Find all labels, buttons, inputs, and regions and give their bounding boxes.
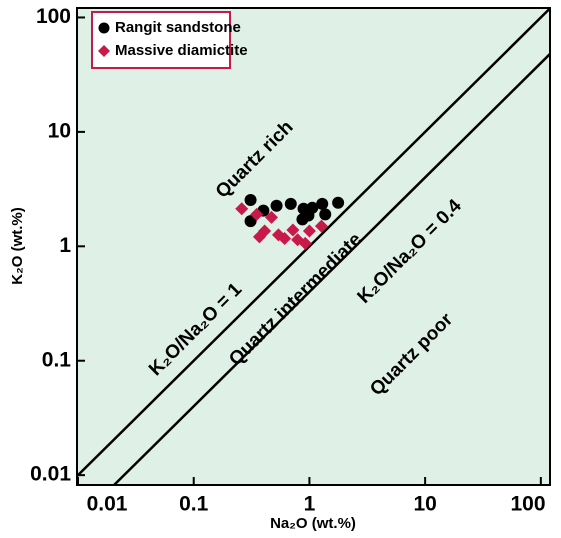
legend-marker (98, 22, 110, 34)
data-point (316, 197, 329, 210)
data-point (270, 199, 283, 212)
legend-label: Rangit sandstone (115, 19, 241, 36)
y-tick-label: 10 (48, 119, 71, 142)
data-point (319, 208, 332, 221)
data-point (284, 197, 297, 210)
x-tick-label: 100 (510, 493, 545, 516)
data-point (244, 215, 257, 228)
x-tick-label: 1 (304, 493, 316, 516)
data-point (314, 219, 328, 233)
y-tick-label: 1 (59, 234, 71, 257)
legend-label: Massive diamictite (115, 42, 248, 59)
x-tick-label: 0.01 (87, 493, 128, 516)
data-point (235, 202, 249, 216)
legend-marker (98, 22, 110, 34)
ratio-line (112, 53, 550, 485)
legend-marker (98, 45, 110, 57)
y-tick-label: 0.1 (42, 348, 72, 371)
data-point (264, 210, 278, 224)
data-point (332, 196, 345, 209)
data-point (252, 230, 266, 244)
data-point (298, 236, 312, 250)
data-point (286, 223, 300, 237)
y-tick-label: 100 (36, 5, 71, 28)
legend-box (91, 11, 231, 69)
y-tick-label: 0.01 (30, 463, 71, 486)
x-tick-label: 0.1 (179, 493, 209, 516)
data-point (278, 232, 292, 246)
data-point (302, 224, 316, 238)
legend-marker (98, 45, 110, 57)
y-axis-label: K₂O (wt.%) (9, 207, 26, 285)
data-point (302, 209, 315, 222)
data-point (250, 207, 264, 221)
x-tick-label: 10 (413, 493, 436, 516)
data-point (244, 193, 257, 206)
ratio-line (77, 8, 550, 478)
x-axis-label: Na₂O (wt.%) (270, 515, 356, 532)
